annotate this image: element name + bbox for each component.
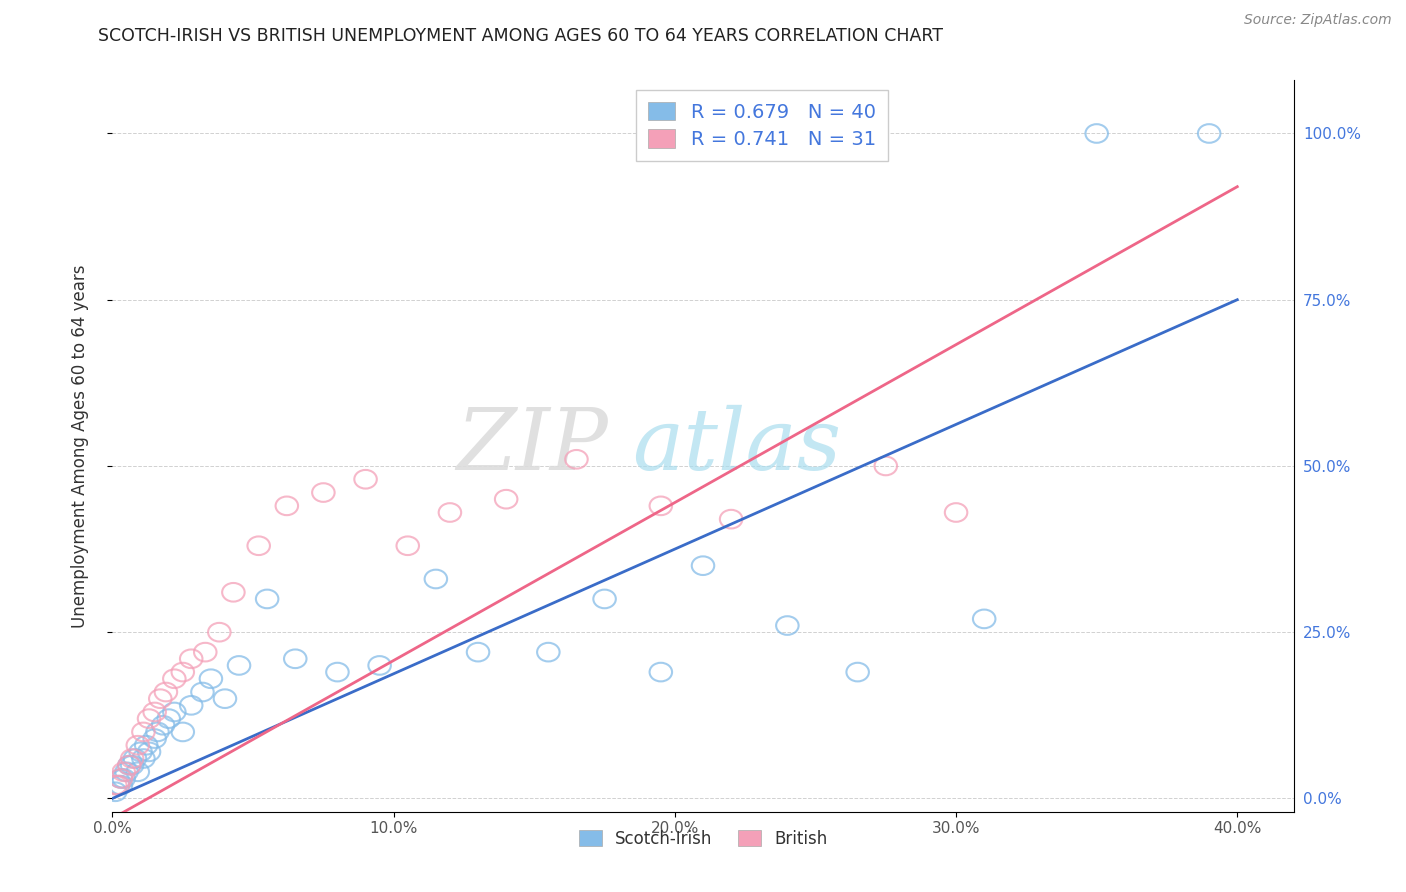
Text: ZIP: ZIP (457, 405, 609, 487)
Text: atlas: atlas (633, 405, 841, 487)
Text: Source: ZipAtlas.com: Source: ZipAtlas.com (1244, 13, 1392, 28)
Text: SCOTCH-IRISH VS BRITISH UNEMPLOYMENT AMONG AGES 60 TO 64 YEARS CORRELATION CHART: SCOTCH-IRISH VS BRITISH UNEMPLOYMENT AMO… (98, 27, 943, 45)
Legend: Scotch-Irish, British: Scotch-Irish, British (572, 823, 834, 855)
Y-axis label: Unemployment Among Ages 60 to 64 years: Unemployment Among Ages 60 to 64 years (70, 264, 89, 628)
